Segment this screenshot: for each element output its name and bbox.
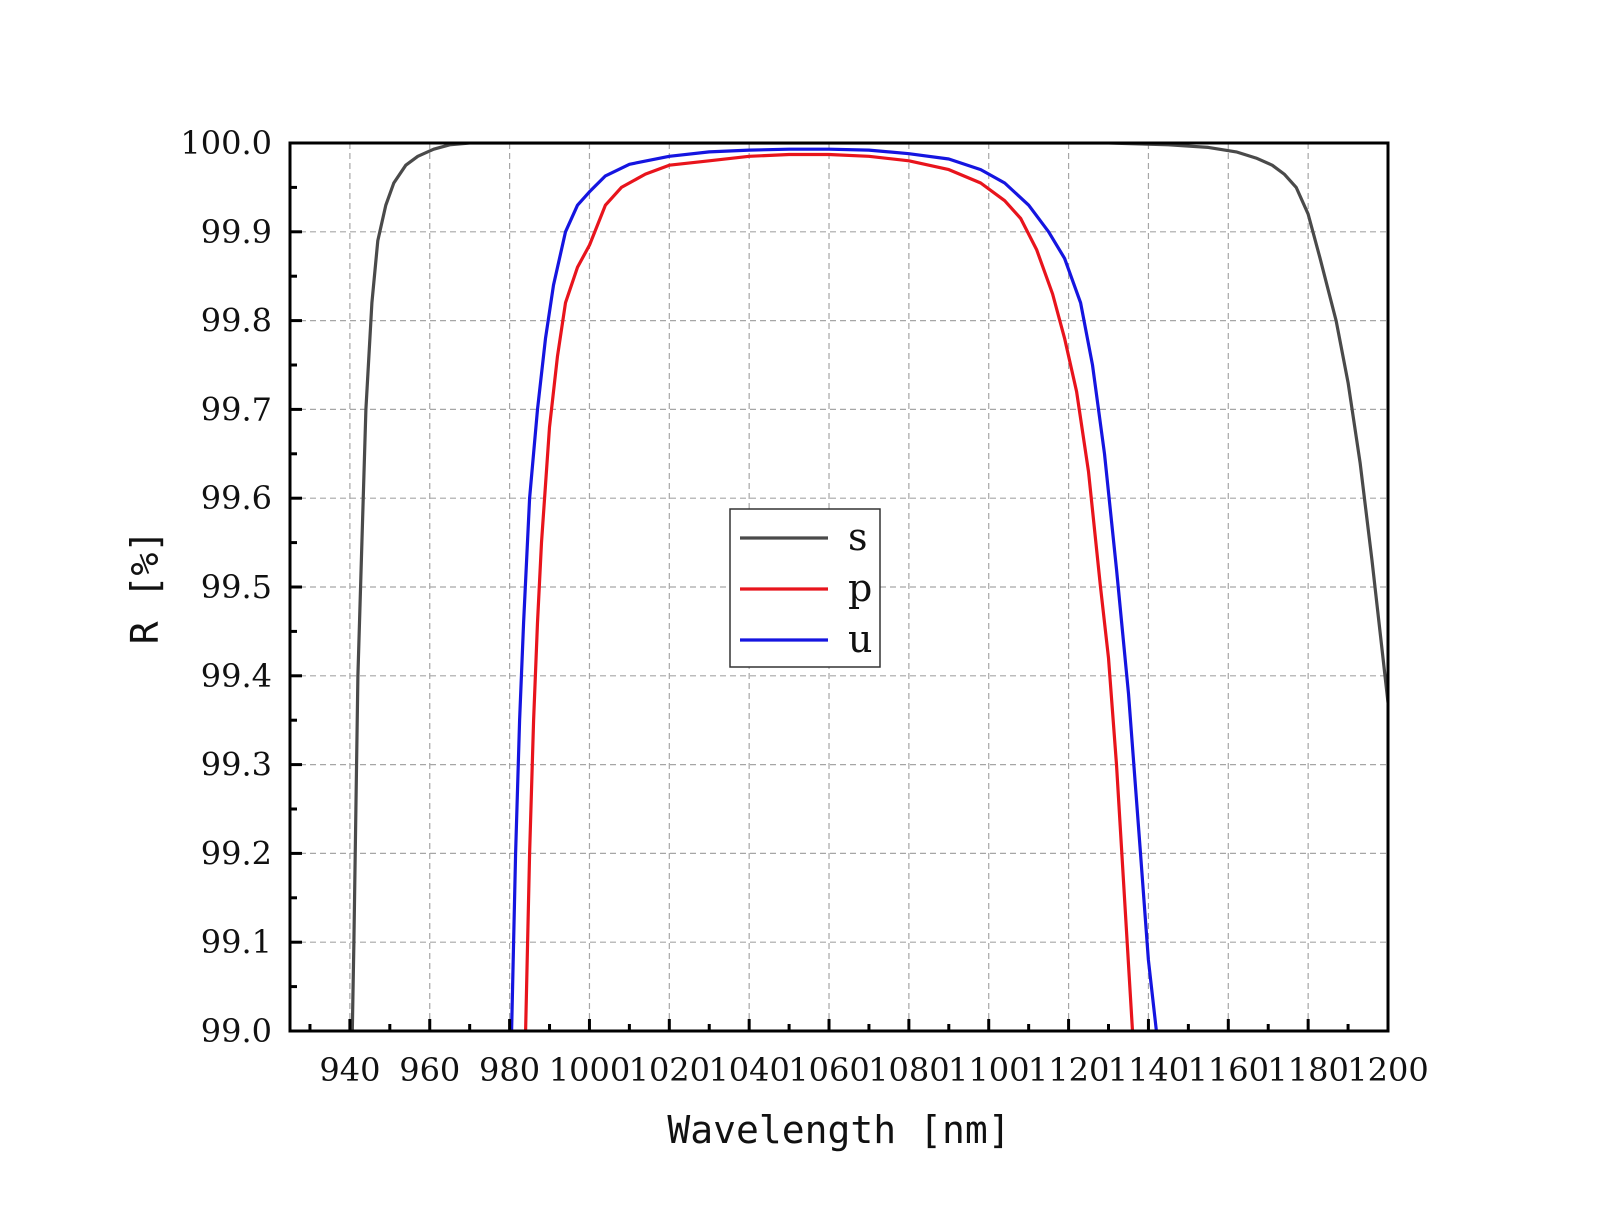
x-tick-label: 1180 <box>1267 1051 1348 1089</box>
x-tick-label: 1200 <box>1347 1051 1428 1089</box>
x-tick-label: 1120 <box>1028 1051 1109 1089</box>
series-line-p <box>523 152 1135 1031</box>
y-tick-label: 99.0 <box>201 1012 272 1050</box>
y-tick-label: 99.8 <box>201 302 272 340</box>
x-axis-title: Wavelength [nm] <box>667 1108 1010 1152</box>
y-tick-label: 99.1 <box>201 923 272 961</box>
x-tick-label: 1140 <box>1108 1051 1189 1089</box>
x-tick-label: 1100 <box>948 1051 1029 1089</box>
y-axis-title: R [%] <box>123 530 167 644</box>
y-tick-label: 99.7 <box>201 390 272 428</box>
x-tick-label: 1080 <box>868 1051 949 1089</box>
legend-label-s: s <box>848 515 868 559</box>
legend-label-u: u <box>848 617 872 661</box>
x-tick-label: 1160 <box>1188 1051 1269 1089</box>
y-tick-label: 99.4 <box>201 657 272 695</box>
x-tick-label: 940 <box>319 1051 380 1089</box>
y-tick-label: 99.3 <box>201 746 272 784</box>
y-tick-label: 99.2 <box>201 834 272 872</box>
y-tick-label: 99.9 <box>201 213 272 251</box>
x-tick-label: 1060 <box>788 1051 869 1089</box>
x-tick-label: 1020 <box>629 1051 710 1089</box>
series-layer <box>350 143 1388 1031</box>
x-axis-ticks: 940 960 980 1000102010401060108011001120114… <box>308 1019 1429 1089</box>
series-line-s <box>350 143 1388 1031</box>
legend-label-p: p <box>848 566 872 610</box>
y-axis-ticks: 99.0 99.1 99.2 99.3 99.4 99.5 99.6 99.7 99.8 99.9… <box>180 124 302 1050</box>
y-tick-label: 99.5 <box>201 568 272 606</box>
x-tick-label: 960 <box>399 1051 460 1089</box>
y-tick-label: 100.0 <box>180 124 272 162</box>
series-line-u <box>510 147 1159 1031</box>
legend: spu <box>729 508 881 668</box>
x-tick-label: 1000 <box>549 1051 630 1089</box>
x-tick-label: 980 <box>479 1051 540 1089</box>
y-tick-label: 99.6 <box>201 479 272 517</box>
x-tick-label: 1040 <box>708 1051 789 1089</box>
